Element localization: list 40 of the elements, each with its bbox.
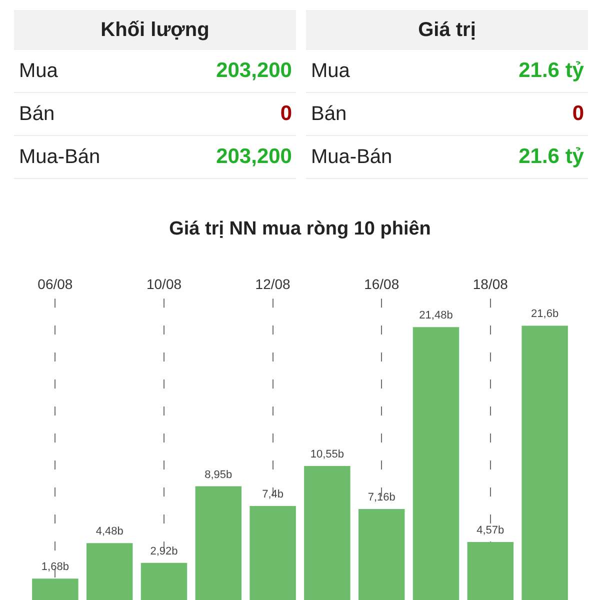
data-label: 7,16b [368, 492, 396, 504]
data-label: 2,92b [150, 545, 178, 558]
data-label: 4,57b [476, 524, 504, 536]
bar [250, 506, 296, 600]
data-label: 10,55b [310, 448, 344, 461]
x-tick-label: 16/08 [364, 276, 400, 292]
bar [467, 542, 514, 600]
bar [412, 327, 460, 600]
text: 0 [280, 102, 292, 125]
x-tick-label: 12/08 [255, 276, 291, 292]
text: 203,200 [216, 145, 292, 168]
category-label: Mua [311, 60, 350, 82]
category-label: Mua-Bán [19, 146, 100, 168]
chart-title: Giá trị NN mua ròng 10 phiên [169, 218, 431, 240]
data-label: 1,68b [41, 561, 69, 574]
data-label: 7,4b [262, 488, 284, 501]
data-label: 4,48b [96, 526, 124, 538]
data-label: 21,48b [419, 310, 453, 322]
bar [522, 326, 568, 600]
bar [32, 578, 78, 600]
text: 21.6 tỷ [518, 59, 584, 82]
x-tick-label: 18/08 [472, 276, 508, 292]
bar [304, 466, 350, 600]
text: 21.6 tỷ [518, 145, 584, 168]
bar [195, 486, 242, 600]
category-label: Bán [19, 102, 55, 126]
data-label: 21,6b [531, 308, 559, 320]
category-label: Mua-Bán [311, 146, 392, 168]
data-label: 8,95b [204, 468, 232, 481]
category-label: Mua [19, 60, 58, 82]
text: 203,200 [216, 59, 292, 82]
text: 0 [572, 102, 584, 125]
x-tick-label: 10/08 [146, 276, 182, 292]
bar [140, 562, 188, 600]
category-label: Bán [311, 102, 347, 126]
bar [86, 543, 133, 600]
bar [358, 509, 405, 600]
x-tick-label: 06/08 [38, 276, 73, 292]
text: Khối lượng [14, 10, 296, 50]
text: Giá trị [306, 10, 588, 50]
